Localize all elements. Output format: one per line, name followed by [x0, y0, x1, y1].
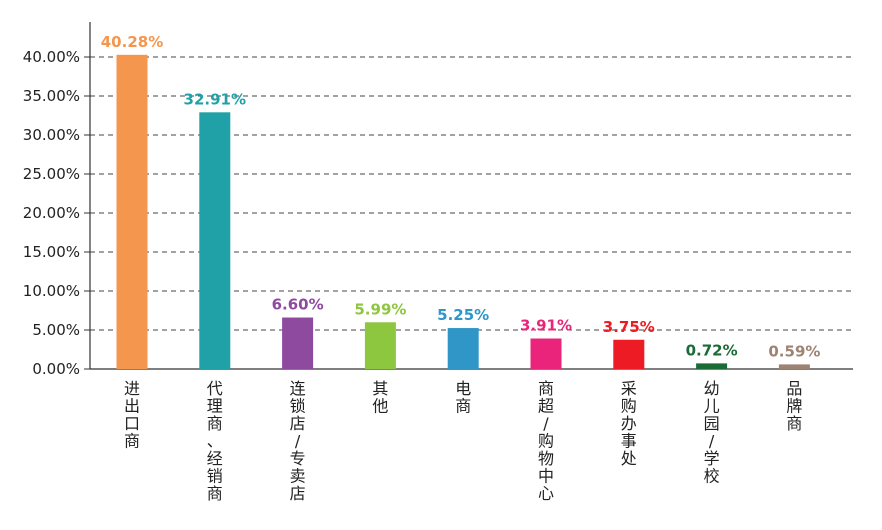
- value-label: 3.91%: [520, 317, 572, 335]
- category-label: 电商: [455, 379, 471, 416]
- y-tick-label: 0.00%: [32, 360, 80, 378]
- category-label: 其他: [372, 379, 388, 416]
- bar: [696, 363, 728, 369]
- y-tick-label: 30.00%: [23, 126, 80, 144]
- bar: [530, 338, 562, 369]
- y-tick-label: 10.00%: [23, 282, 80, 300]
- y-tick-label: 5.00%: [32, 321, 80, 339]
- bar: [282, 317, 314, 369]
- y-tick-label: 35.00%: [23, 87, 80, 105]
- y-axis-tick-labels: 0.00% 5.00% 10.00% 15.00% 20.00% 25.00% 30.00%…: [23, 48, 80, 378]
- value-label: 6.60%: [272, 296, 324, 314]
- category-label: 进出口商: [124, 379, 140, 451]
- value-label: 32.91%: [184, 90, 246, 108]
- value-label: 0.59%: [768, 342, 820, 360]
- value-label: 3.75%: [603, 318, 655, 336]
- category-label: 商超/购物中心: [538, 379, 554, 503]
- value-label: 5.99%: [354, 300, 406, 318]
- value-labels: 40.28% 32.91% 6.60% 5.99% 5.25% 3.91% 3.75% 0.7…: [101, 33, 821, 361]
- y-tick-label: 15.00%: [23, 243, 80, 261]
- value-label: 0.72%: [686, 341, 738, 359]
- y-tick-label: 25.00%: [23, 165, 80, 183]
- category-label: 幼儿园/学校: [704, 379, 720, 486]
- y-tick-label: 40.00%: [23, 48, 80, 66]
- bar: [778, 364, 810, 369]
- bar: [116, 54, 148, 369]
- category-label: 品牌商: [786, 379, 802, 433]
- category-labels: 进出口商 代理商、经销商 连锁店/专卖店 其他 电商 商超/购物中心 采购办事处 幼儿园/学校…: [124, 379, 802, 503]
- bar: [364, 322, 396, 369]
- bar: [613, 339, 645, 369]
- category-label: 代理商、经销商: [207, 379, 223, 503]
- y-tick-label: 20.00%: [23, 204, 80, 222]
- category-label: 连锁店/专卖店: [290, 379, 306, 503]
- bars: [116, 54, 810, 369]
- bar: [199, 112, 231, 369]
- value-label: 40.28%: [101, 33, 163, 51]
- bar: [447, 328, 479, 369]
- category-label: 采购办事处: [621, 379, 637, 468]
- value-label: 5.25%: [437, 306, 489, 324]
